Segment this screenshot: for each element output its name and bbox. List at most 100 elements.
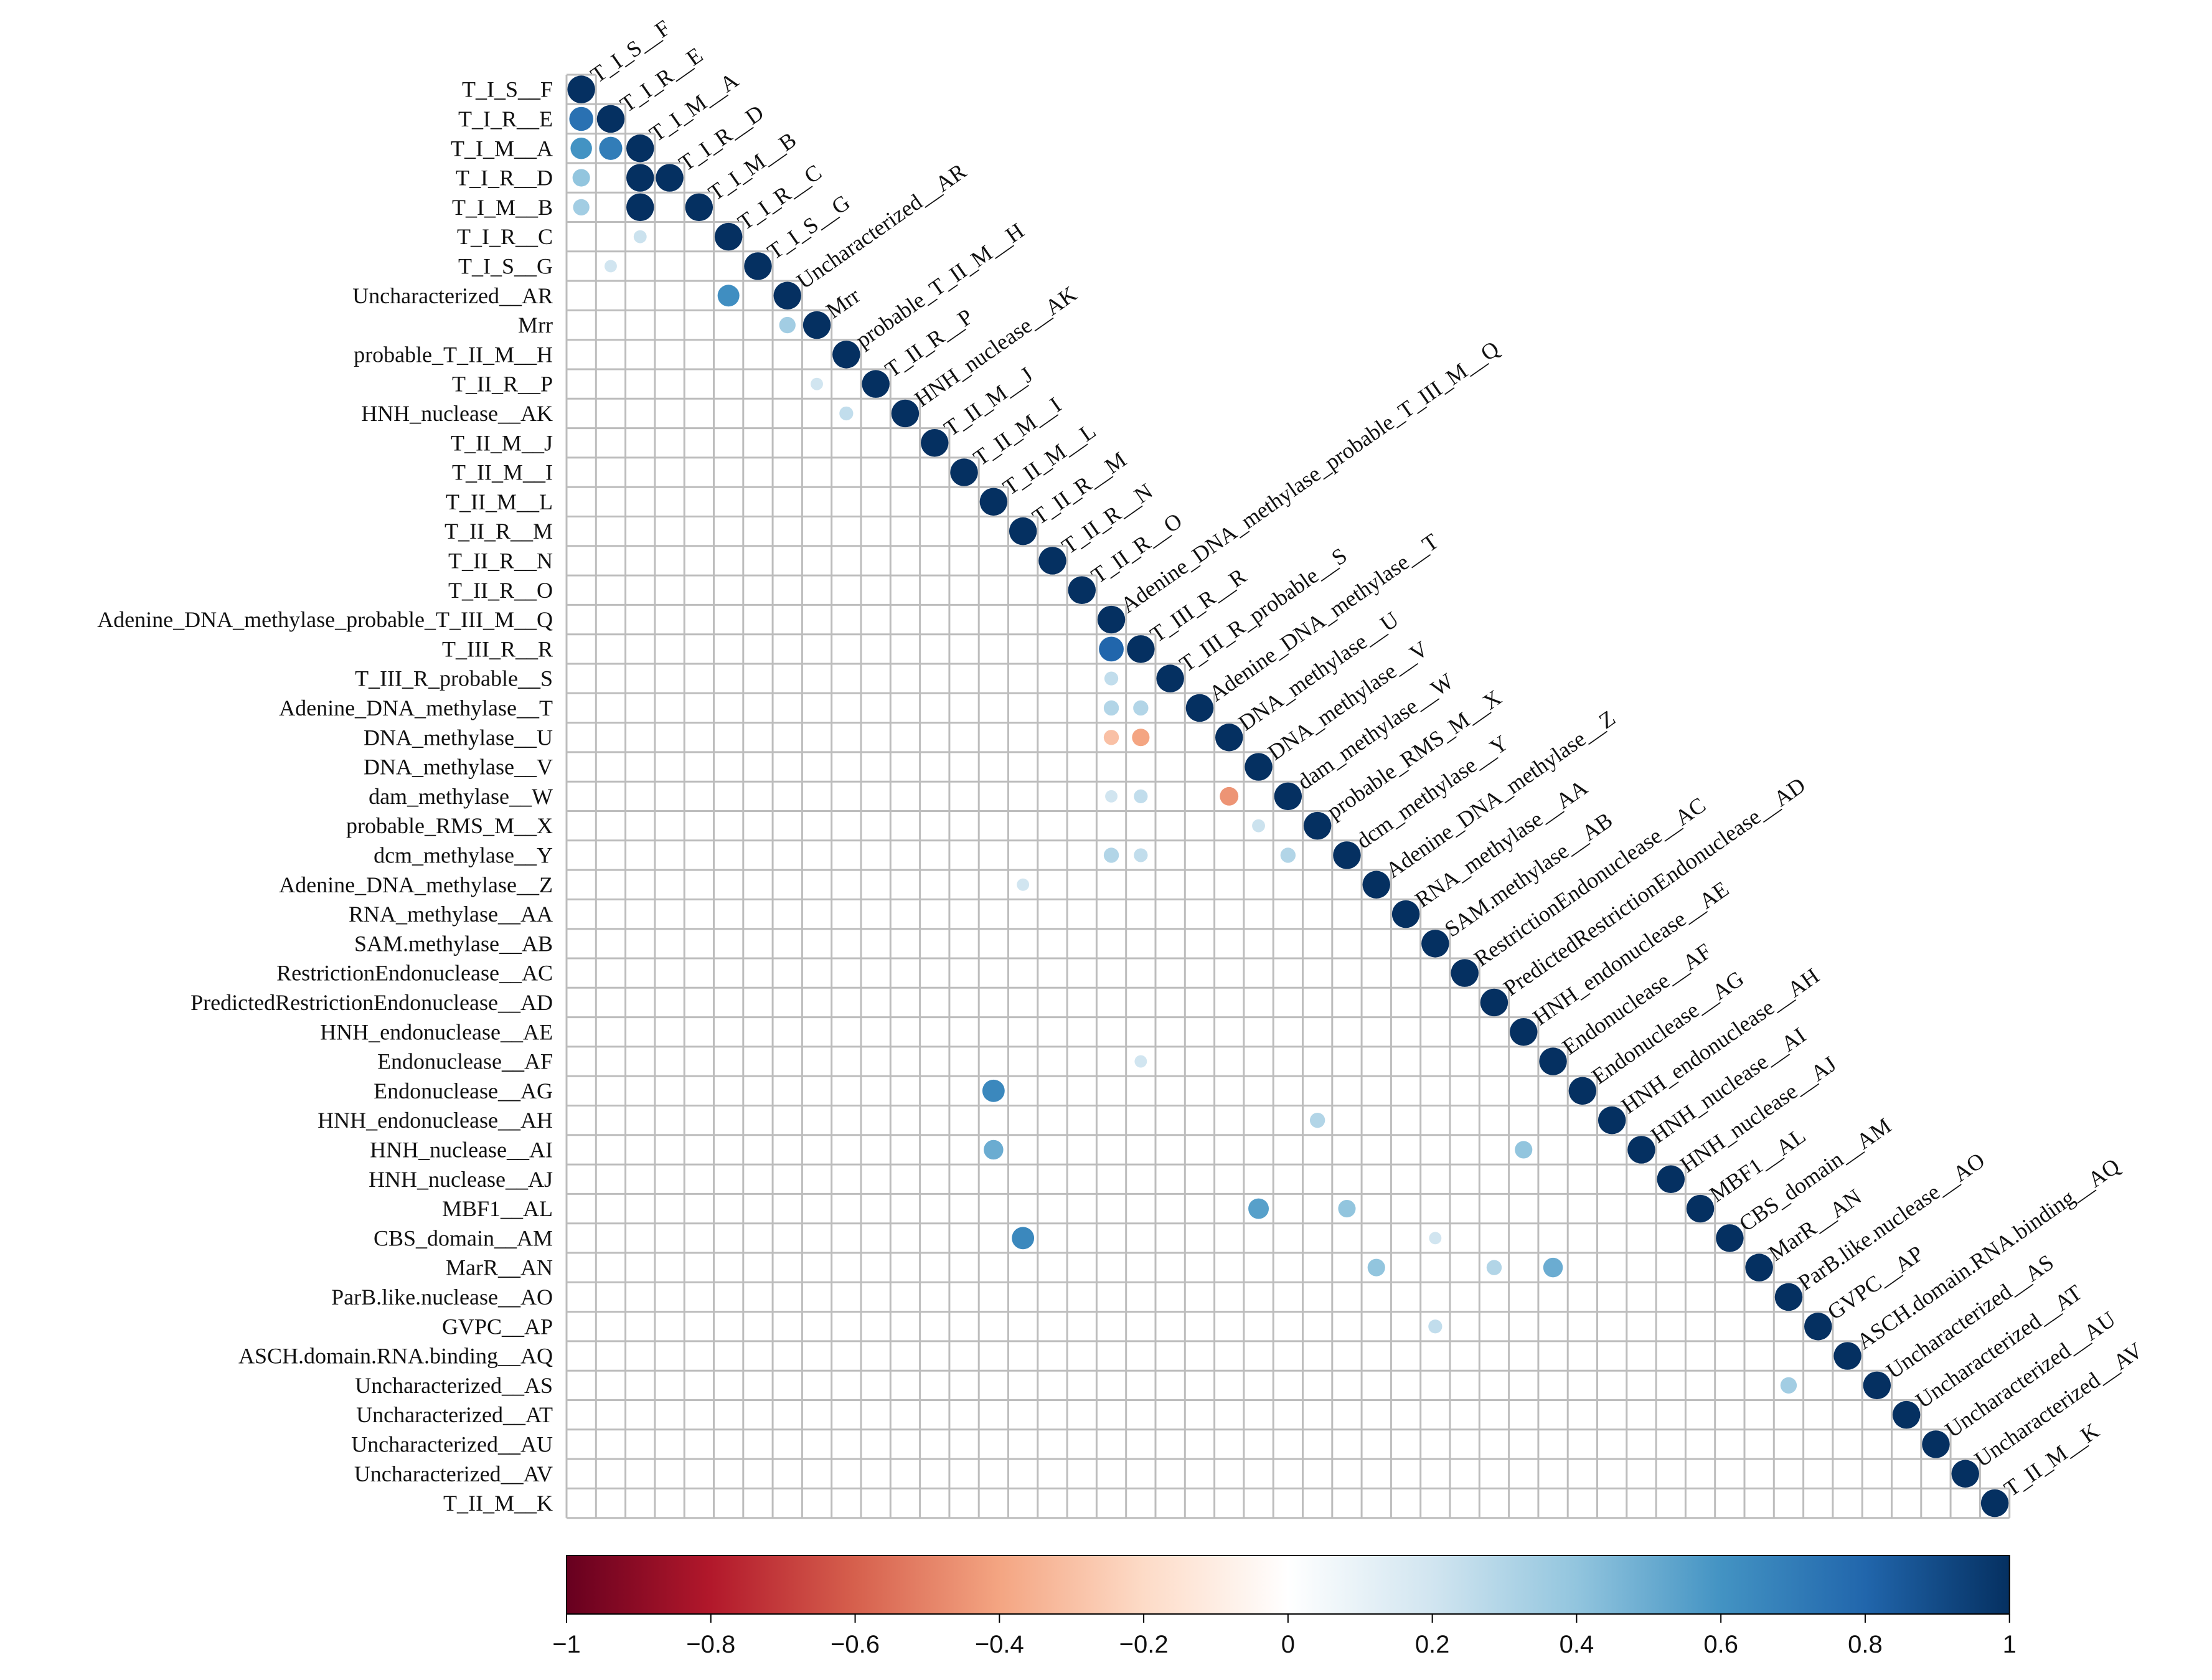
colorbar-tick-label: 0.2 bbox=[1415, 1631, 1450, 1658]
row-label: Uncharacterized__AR bbox=[352, 283, 553, 308]
row-label: dcm_methylase__Y bbox=[374, 842, 553, 867]
cell-dam-methylase-w-x-dam-methylase-w: dam_methylase__W / dam_methylase__W: 1 bbox=[1274, 782, 1302, 811]
row-label: SAM.methylase__AB bbox=[354, 931, 553, 956]
row-label: Uncharacterized__AT bbox=[356, 1402, 553, 1427]
row-label: T_II_R__N bbox=[448, 548, 553, 573]
colorbar-tick-label: −0.8 bbox=[686, 1631, 735, 1658]
cell-dna-methylase-u-x-t-iii-r-r: DNA_methylase__U / T_III_R__R: -0.4 bbox=[1132, 729, 1150, 747]
cell-marr-an-x-predictedrestrictionendonuclease-ad: MarR__AN / PredictedRestrictionEndonucle… bbox=[1486, 1260, 1502, 1275]
row-label: T_I_M__A bbox=[451, 136, 553, 161]
colorbar-tick-label: 0.8 bbox=[1848, 1631, 1883, 1658]
cell-adenine-dna-methylase-z-x-t-ii-r-m: Adenine_DNA_methylase__Z / T_II_R__M: 0.… bbox=[1017, 878, 1030, 891]
cell-cbs-domain-am-x-t-ii-r-m: CBS_domain__AM / T_II_R__M: 0.65 bbox=[1012, 1227, 1035, 1250]
row-label: Endonuclease__AG bbox=[374, 1078, 553, 1103]
cell-probable-t-ii-m-h-x-probable-t-ii-m-h: probable_T_II_M__H / probable_T_II_M__H:… bbox=[832, 341, 860, 369]
cell-t-i-r-d-x-t-i-s-f: T_I_R__D / T_I_S__F: 0.4 bbox=[572, 169, 590, 187]
cell-t-ii-m-l-x-t-ii-m-l: T_II_M__L / T_II_M__L: 1 bbox=[979, 488, 1008, 516]
row-label: Endonuclease__AF bbox=[377, 1049, 553, 1074]
row-label: Mrr bbox=[518, 313, 553, 337]
cell-hnh-endonuclease-ah-x-hnh-endonuclease-ah: HNH_endonuclease__AH / HNH_endonuclease_… bbox=[1598, 1106, 1626, 1135]
row-label: HNH_nuclease__AI bbox=[370, 1137, 553, 1162]
cell-t-ii-r-n-x-t-ii-r-n: T_II_R__N / T_II_R__N: 1 bbox=[1038, 547, 1066, 575]
cell-t-i-r-c-x-t-i-m-a: T_I_R__C / T_I_M__A: 0.22 bbox=[633, 230, 647, 243]
cell-dam-methylase-w-x-t-iii-r-r: dam_methylase__W / T_III_R__R: 0.25 bbox=[1134, 789, 1148, 803]
cell-t-i-r-d-x-t-i-m-a: T_I_R__D / T_I_M__A: 1 bbox=[626, 164, 654, 192]
cell-dna-methylase-v-x-dna-methylase-v: DNA_methylase__V / DNA_methylase__V: 1 bbox=[1245, 753, 1273, 781]
cell-predictedrestrictionendonuclease-ad-x-predictedrestrictionendonuclease-ad: PredictedRestrictionEndonuclease__AD / P… bbox=[1480, 988, 1508, 1017]
cell-t-i-r-e-x-t-i-r-e: T_I_R__E / T_I_R__E: 1 bbox=[596, 105, 625, 133]
row-label: probable_T_II_M__H bbox=[354, 342, 553, 367]
row-label: T_I_R__D bbox=[456, 166, 553, 191]
cell-t-i-s-g-x-t-i-s-g: T_I_S__G / T_I_S__G: 1 bbox=[744, 252, 772, 280]
cell-marr-an-x-endonuclease-af: MarR__AN / Endonuclease__AF: 0.5 bbox=[1543, 1257, 1563, 1278]
colorbar-tick-label: −0.4 bbox=[975, 1631, 1024, 1658]
cell-t-i-m-b-x-t-i-m-b: T_I_M__B / T_I_M__B: 1 bbox=[685, 193, 713, 222]
grid bbox=[565, 73, 2011, 1519]
cell-dna-methylase-u-x-dna-methylase-u: DNA_methylase__U / DNA_methylase__U: 1 bbox=[1215, 724, 1243, 752]
row-labels: T_I_S__F T_I_R__E T_I_M__A T_I_R__D T_I_M__B… bbox=[97, 77, 553, 1516]
cell-uncharacterized-at-x-uncharacterized-at: Uncharacterized__AT / Uncharacterized__A… bbox=[1892, 1400, 1921, 1429]
cell-probable-rms-m-x-x-dna-methylase-v: probable_RMS_M__X / DNA_methylase__V: 0.… bbox=[1252, 819, 1265, 833]
cell-cbs-domain-am-x-sam-methylase-ab: CBS_domain__AM / SAM.methylase__AB: 0.2 bbox=[1429, 1232, 1442, 1245]
cell-dam-methylase-w-x-dna-methylase-u: dam_methylase__W / DNA_methylase__U: -0.… bbox=[1220, 786, 1239, 806]
cell-uncharacterized-ar-x-uncharacterized-ar: Uncharacterized__AR / Uncharacterized__A… bbox=[773, 281, 801, 309]
cell-t-iii-r-probable-s-x-adenine-dna-methylase-probable-t-iii-m-q: T_III_R_probable__S / Adenine_DNA_methyl… bbox=[1104, 671, 1119, 686]
colorbar-tick-label: −0.2 bbox=[1119, 1631, 1169, 1658]
cell-hnh-nuclease-ai-x-t-ii-m-l: HNH_nuclease__AI / T_II_M__L: 0.5 bbox=[984, 1140, 1004, 1160]
cell-endonuclease-af-x-endonuclease-af: Endonuclease__AF / Endonuclease__AF: 1 bbox=[1539, 1047, 1567, 1075]
row-label: T_II_R__M bbox=[445, 519, 553, 544]
row-label: HNH_nuclease__AJ bbox=[369, 1167, 553, 1192]
row-label: T_II_M__I bbox=[452, 460, 553, 485]
cell-uncharacterized-ar-x-t-i-r-c: Uncharacterized__AR / T_I_R__C: 0.62 bbox=[717, 285, 740, 307]
cell-t-i-r-c-x-t-i-r-c: T_I_R__C / T_I_R__C: 1 bbox=[714, 222, 743, 251]
colorbar-tick-label: 0.4 bbox=[1560, 1631, 1594, 1658]
row-label: T_I_M__B bbox=[452, 195, 553, 220]
cell-dcm-methylase-y-x-dcm-methylase-y: dcm_methylase__Y / dcm_methylase__Y: 1 bbox=[1333, 841, 1361, 869]
colorbar-tick-label: 0 bbox=[1281, 1631, 1295, 1658]
row-label: HNH_nuclease__AK bbox=[361, 401, 553, 426]
cell-marr-an-x-marr-an: MarR__AN / MarR__AN: 1 bbox=[1745, 1253, 1773, 1281]
row-label: dam_methylase__W bbox=[369, 784, 553, 809]
cell-rna-methylase-aa-x-rna-methylase-aa: RNA_methylase__AA / RNA_methylase__AA: 1 bbox=[1391, 900, 1420, 928]
row-label: T_II_R__O bbox=[448, 578, 553, 603]
row-label: Adenine_DNA_methylase__T bbox=[279, 696, 553, 720]
row-label: T_I_R__C bbox=[457, 224, 553, 249]
row-label: Uncharacterized__AV bbox=[354, 1461, 553, 1486]
cell-marr-an-x-adenine-dna-methylase-z: MarR__AN / Adenine_DNA_methylase__Z: 0.4 bbox=[1367, 1258, 1385, 1277]
cell-gvpc-ap-x-sam-methylase-ab: GVPC__AP / SAM.methylase__AB: 0.25 bbox=[1428, 1319, 1443, 1334]
cell-t-i-m-a-x-t-i-m-a: T_I_M__A / T_I_M__A: 1 bbox=[626, 134, 654, 163]
row-label: GVPC__AP bbox=[442, 1314, 553, 1339]
cell-probable-rms-m-x-x-probable-rms-m-x: probable_RMS_M__X / probable_RMS_M__X: 1 bbox=[1303, 811, 1332, 840]
cell-adenine-dna-methylase-t-x-adenine-dna-methylase-probable-t-iii-m-q: Adenine_DNA_methylase__T / Adenine_DNA_m… bbox=[1103, 700, 1119, 716]
row-label: Adenine_DNA_methylase__Z bbox=[279, 872, 553, 897]
cell-t-i-m-a-x-t-i-r-e: T_I_M__A / T_I_R__E: 0.7 bbox=[599, 136, 623, 160]
cell-hnh-endonuclease-ae-x-hnh-endonuclease-ae: HNH_endonuclease__AE / HNH_endonuclease_… bbox=[1510, 1018, 1538, 1046]
row-label: DNA_methylase__V bbox=[364, 755, 553, 780]
cell-hnh-endonuclease-ah-x-probable-rms-m-x: HNH_endonuclease__AH / probable_RMS_M__X… bbox=[1309, 1112, 1325, 1128]
cell-adenine-dna-methylase-z-x-adenine-dna-methylase-z: Adenine_DNA_methylase__Z / Adenine_DNA_m… bbox=[1362, 871, 1390, 899]
cell-dna-methylase-u-x-adenine-dna-methylase-probable-t-iii-m-q: DNA_methylase__U / Adenine_DNA_methylase… bbox=[1103, 730, 1119, 745]
column-labels: T_I_S__FT_I_R__ET_I_M__AT_I_R__DT_I_M__B… bbox=[586, 15, 2147, 1501]
row-label: HNH_endonuclease__AE bbox=[320, 1019, 553, 1044]
cell-hnh-nuclease-aj-x-hnh-nuclease-aj: HNH_nuclease__AJ / HNH_nuclease__AJ: 1 bbox=[1657, 1165, 1685, 1193]
row-label: T_I_S__F bbox=[462, 77, 553, 102]
row-label: MBF1__AL bbox=[442, 1196, 553, 1221]
row-label: T_III_R__R bbox=[442, 636, 553, 661]
cell-dcm-methylase-y-x-dam-methylase-w: dcm_methylase__Y / dam_methylase__W: 0.3 bbox=[1280, 847, 1296, 863]
cell-uncharacterized-au-x-uncharacterized-au: Uncharacterized__AU / Uncharacterized__A… bbox=[1922, 1430, 1950, 1458]
cell-t-iii-r-probable-s-x-t-iii-r-probable-s: T_III_R_probable__S / T_III_R_probable__… bbox=[1156, 664, 1184, 692]
cell-t-ii-r-p-x-t-ii-r-p: T_II_R__P / T_II_R__P: 1 bbox=[862, 370, 890, 398]
colorbar-tick-label: 1 bbox=[2003, 1631, 2017, 1658]
row-label: probable_RMS_M__X bbox=[346, 813, 553, 838]
row-label: MarR__AN bbox=[446, 1255, 553, 1280]
row-label: T_II_M__L bbox=[446, 489, 553, 514]
cell-t-i-m-a-x-t-i-s-f: T_I_M__A / T_I_S__F: 0.6 bbox=[570, 138, 592, 159]
cell-t-i-r-e-x-t-i-s-f: T_I_R__E / T_I_S__F: 0.75 bbox=[569, 106, 593, 131]
colorbar-tick-label: −0.6 bbox=[831, 1631, 880, 1658]
cell-adenine-dna-methylase-t-x-adenine-dna-methylase-t: Adenine_DNA_methylase__T / Adenine_DNA_m… bbox=[1185, 694, 1214, 722]
cell-cbs-domain-am-x-cbs-domain-am: CBS_domain__AM / CBS_domain__AM: 1 bbox=[1716, 1224, 1744, 1252]
colorbar bbox=[566, 1555, 2010, 1615]
row-label: T_I_S__G bbox=[458, 253, 553, 278]
cell-hnh-nuclease-ak-x-hnh-nuclease-ak: HNH_nuclease__AK / HNH_nuclease__AK: 1 bbox=[891, 399, 920, 428]
cell-t-i-s-g-x-t-i-r-e: T_I_S__G / T_I_R__E: 0.2 bbox=[605, 260, 617, 273]
